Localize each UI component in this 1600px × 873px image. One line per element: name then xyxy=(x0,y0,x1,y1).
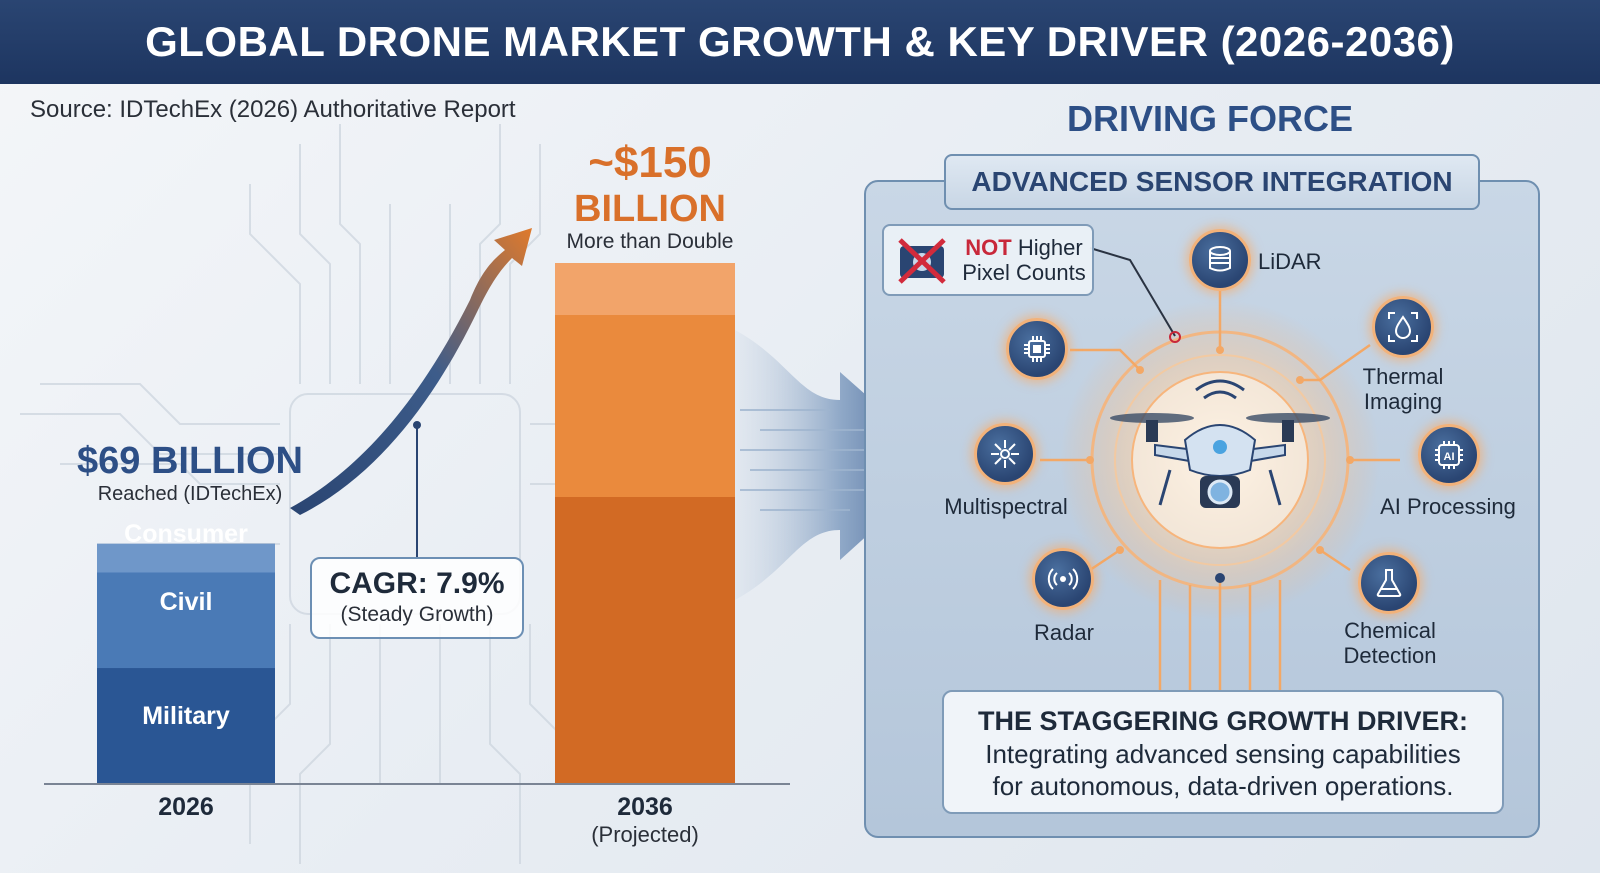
not-pixel-counts-note: NOT Higher Pixel Counts xyxy=(882,224,1094,296)
growth-arrow xyxy=(290,228,532,515)
processor-icon xyxy=(1006,318,1068,380)
radar-icon xyxy=(1032,548,1094,610)
sensor-label-radar: Radar xyxy=(1034,620,1094,645)
lidar-icon xyxy=(1189,229,1251,291)
sensor-label-thermal: Thermal xyxy=(1362,364,1444,389)
x-label-2036: 2036 xyxy=(617,793,673,821)
bar-2036-base xyxy=(555,497,735,783)
sensor-label-lidar: LiDAR xyxy=(1258,249,1322,274)
source-note: Source: IDTechEx (2026) Authoritative Re… xyxy=(30,96,516,123)
sensor-label-imaging: Imaging xyxy=(1363,389,1443,414)
higher-label: Higher xyxy=(1017,235,1083,260)
sensor-panel-title: ADVANCED SENSOR INTEGRATION xyxy=(944,154,1480,210)
bar-2026-consumer xyxy=(97,543,275,573)
value-label-2036-unit: BILLION xyxy=(574,188,726,230)
cagr-callout: CAGR: 7.9% (Steady Growth) xyxy=(310,557,524,639)
bar-2036-top xyxy=(555,263,735,315)
drone-icon xyxy=(1110,379,1330,508)
cagr-value: CAGR: 7.9% xyxy=(329,567,505,600)
cagr-note: (Steady Growth) xyxy=(340,603,494,626)
crossed-camera-icon xyxy=(898,238,946,284)
growth-driver-line2: for autonomous, data-driven operations. xyxy=(992,771,1454,801)
growth-driver-line1: Integrating advanced sensing capabilitie… xyxy=(985,739,1461,769)
x-label-2026: 2026 xyxy=(158,793,214,821)
segment-label-military: Military xyxy=(142,702,230,730)
not-label: NOT xyxy=(965,235,1012,260)
bar-2036 xyxy=(555,263,735,783)
sensor-label-chemical: Chemical xyxy=(1344,618,1436,643)
growth-driver-box: THE STAGGERING GROWTH DRIVER: Integratin… xyxy=(942,690,1504,814)
sensor-label-detection: Detection xyxy=(1343,643,1437,668)
multispectral-icon xyxy=(974,423,1036,485)
value-sublabel-2036: More than Double xyxy=(566,230,734,253)
growth-driver-title: THE STAGGERING GROWTH DRIVER: xyxy=(978,706,1468,736)
flask-icon xyxy=(1358,552,1420,614)
x-sublabel-2036: (Projected) xyxy=(591,822,699,847)
page-title: GLOBAL DRONE MARKET GROWTH & KEY DRIVER … xyxy=(145,18,1455,65)
value-sublabel-2026: Reached (IDTechEx) xyxy=(97,483,283,505)
bar-2036-mid xyxy=(555,315,735,497)
segment-label-consumer: Consumer xyxy=(124,520,248,548)
thermal-icon xyxy=(1372,296,1434,358)
header-banner: GLOBAL DRONE MARKET GROWTH & KEY DRIVER … xyxy=(0,0,1600,84)
svg-text:AI: AI xyxy=(1444,451,1455,463)
bar-2026-military xyxy=(97,668,275,783)
driving-force-title: DRIVING FORCE xyxy=(1066,98,1353,139)
value-label-2036: ~$150 xyxy=(588,138,712,187)
ai-chip-icon: AI xyxy=(1418,424,1480,486)
bar-2026 xyxy=(97,543,275,783)
sensor-label-ai: AI Processing xyxy=(1380,494,1516,519)
segment-label-civil: Civil xyxy=(159,588,213,616)
value-label-2026: $69 BILLION xyxy=(77,440,303,482)
bar-2026-civil xyxy=(97,572,275,669)
sensor-label-multispectral: Multispectral xyxy=(944,494,1068,519)
flow-arrow xyxy=(735,330,945,600)
pixel-counts-label: Pixel Counts xyxy=(962,260,1086,285)
